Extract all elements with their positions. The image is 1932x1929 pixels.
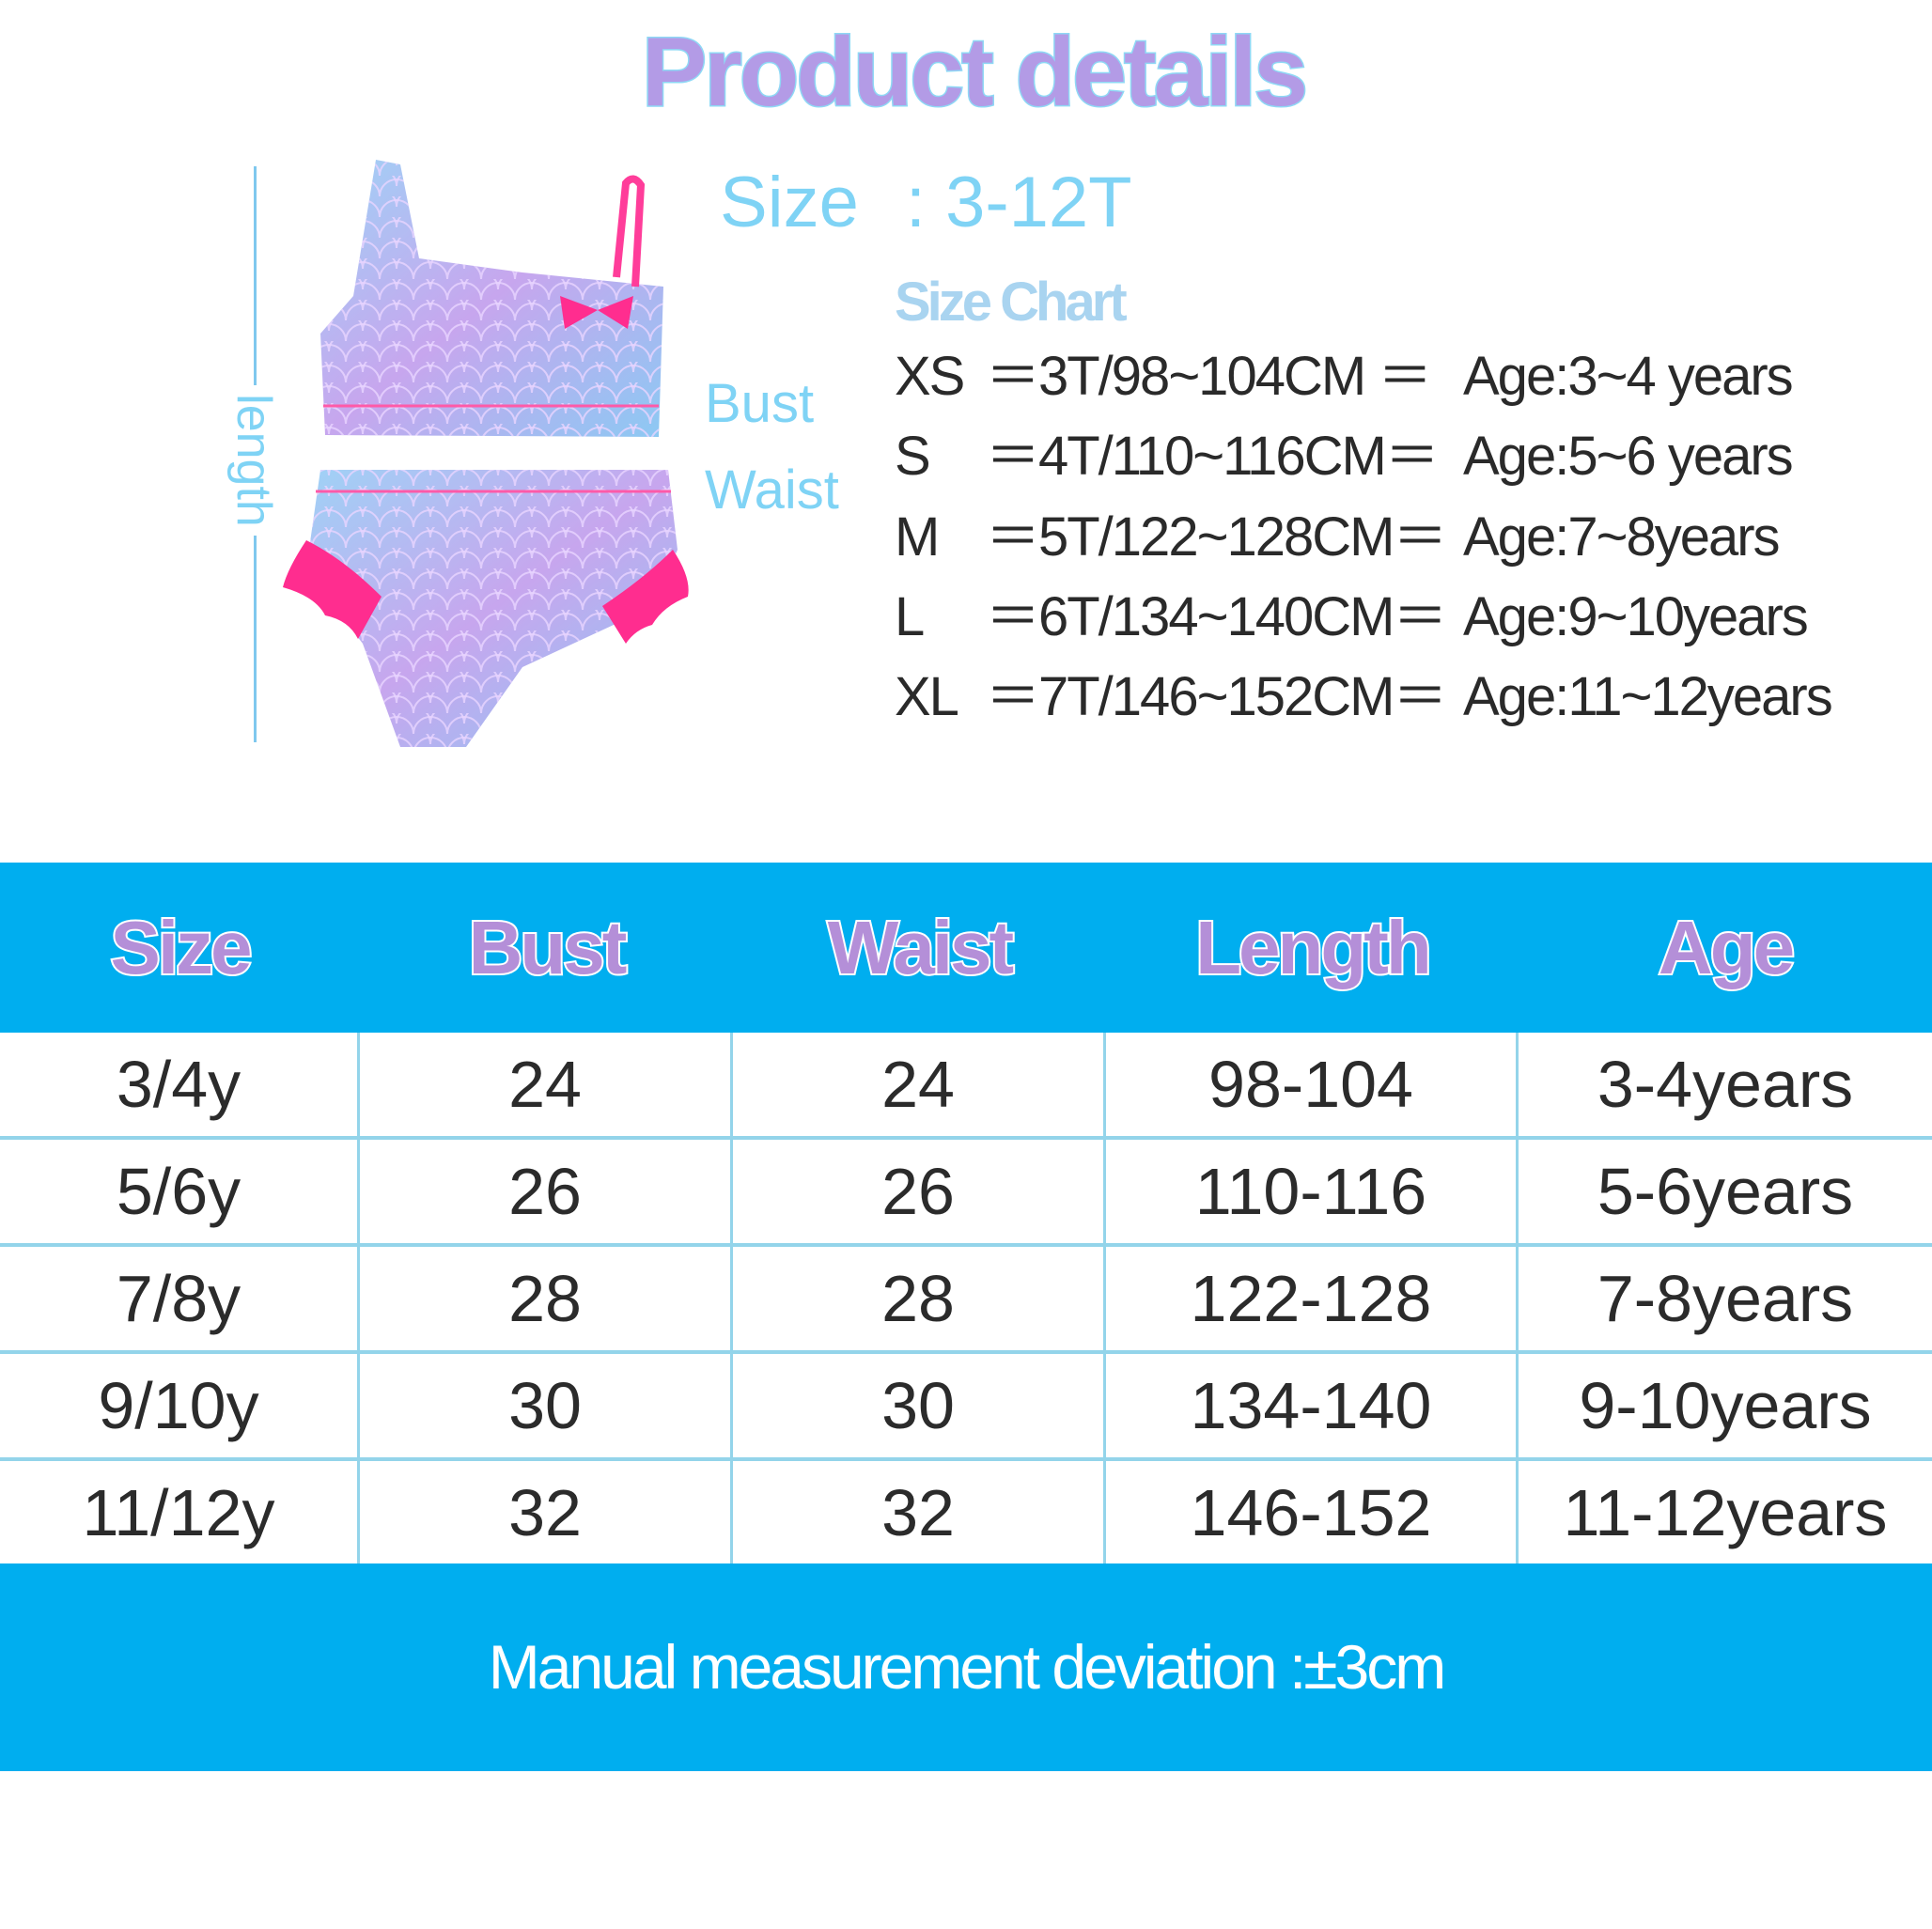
size-table: 3/4y 24 24 98-104 3-4years 5/6y 26 26 110-116 5-6…	[0, 1033, 1932, 1568]
table-row: 5/6y 26 26 110-116 5-6years	[0, 1140, 1932, 1247]
ruffle-left	[283, 540, 382, 639]
size-measure: ＝3T/98~104CM ＝	[986, 346, 1432, 407]
column-header-length: Length	[1193, 904, 1434, 991]
table-cell-size: 3/4y	[0, 1033, 360, 1136]
size-measure: ＝5T/122~128CM＝	[986, 506, 1447, 568]
table-row: 7/8y 28 28 122-128 7-8years	[0, 1247, 1932, 1354]
size-measure: ＝7T/146~152CM＝	[986, 666, 1447, 727]
column-header-size: Size	[108, 904, 254, 991]
table-row: 11/12y 32 32 146-152 11-12years	[0, 1461, 1932, 1568]
length-label: length	[221, 385, 287, 536]
table-row: 3/4y 24 24 98-104 3-4years	[0, 1033, 1932, 1140]
table-cell-size: 5/6y	[0, 1140, 360, 1243]
size-code: XS	[895, 346, 965, 407]
size-age: Age:5~6 years	[1463, 426, 1794, 487]
measurement-deviation-note: Manual measurement deviation :±3cm	[488, 1632, 1446, 1702]
table-cell-waist: 26	[733, 1140, 1106, 1243]
table-cell-age: 3-4years	[1597, 1048, 1854, 1121]
table-cell-bust: 30	[360, 1354, 733, 1457]
size-measure: ＝6T/134~140CM＝	[986, 586, 1447, 647]
table-cell-length: 98-104	[1106, 1033, 1519, 1136]
table-cell-waist: 24	[733, 1033, 1106, 1136]
page-title: Product details	[640, 17, 1309, 129]
table-cell-age: 11-12years	[1563, 1476, 1888, 1549]
column-header-bust: Bust	[467, 904, 630, 991]
column-header-waist: Waist	[826, 904, 1016, 991]
size-age: Age:7~8years	[1463, 506, 1781, 568]
size-table-header: Size Bust Waist Length Age	[0, 863, 1932, 1033]
table-cell-age: 9-10years	[1579, 1369, 1872, 1442]
table-row: 9/10y 30 30 134-140 9-10years	[0, 1354, 1932, 1461]
table-cell-length: 110-116	[1106, 1140, 1519, 1243]
table-cell-waist: 28	[733, 1247, 1106, 1350]
table-cell-length: 134-140	[1106, 1354, 1519, 1457]
size-code: L	[895, 586, 925, 647]
table-cell-bust: 26	[360, 1140, 733, 1243]
table-cell-size: 7/8y	[0, 1247, 360, 1350]
size-range: Size : 3-12T	[720, 162, 1132, 243]
swimsuit-top	[320, 160, 663, 437]
table-cell-length: 122-128	[1106, 1247, 1519, 1350]
table-cell-bust: 28	[360, 1247, 733, 1350]
table-cell-bust: 32	[360, 1461, 733, 1564]
size-age: Age:11~12years	[1463, 666, 1833, 727]
table-cell-age: 5-6years	[1597, 1155, 1854, 1228]
table-cell-length: 146-152	[1106, 1461, 1519, 1564]
waist-label: Waist	[705, 459, 839, 521]
size-code: S	[895, 426, 931, 487]
size-label: Size	[720, 163, 859, 242]
size-value: : 3-12T	[905, 163, 1132, 242]
table-cell-age: 7-8years	[1597, 1262, 1854, 1335]
size-measure: ＝4T/110~116CM＝	[986, 426, 1440, 487]
size-code: M	[895, 506, 940, 568]
table-cell-size: 11/12y	[0, 1461, 360, 1564]
ruffle-right	[602, 550, 689, 644]
size-age: Age:3~4 years	[1463, 346, 1794, 407]
swimsuit-image	[283, 160, 689, 747]
table-cell-size: 9/10y	[0, 1354, 360, 1457]
table-cell-waist: 32	[733, 1461, 1106, 1564]
swimsuit-bottom	[283, 470, 689, 747]
size-chart-title: Size Chart	[895, 272, 1128, 333]
table-cell-waist: 30	[733, 1354, 1106, 1457]
size-age: Age:9~10years	[1463, 586, 1809, 647]
column-header-age: Age	[1657, 904, 1797, 991]
table-cell-bust: 24	[360, 1033, 733, 1136]
size-code: XL	[895, 666, 959, 727]
bust-label: Bust	[705, 373, 815, 434]
footer-band: Manual measurement deviation :±3cm	[0, 1563, 1932, 1771]
